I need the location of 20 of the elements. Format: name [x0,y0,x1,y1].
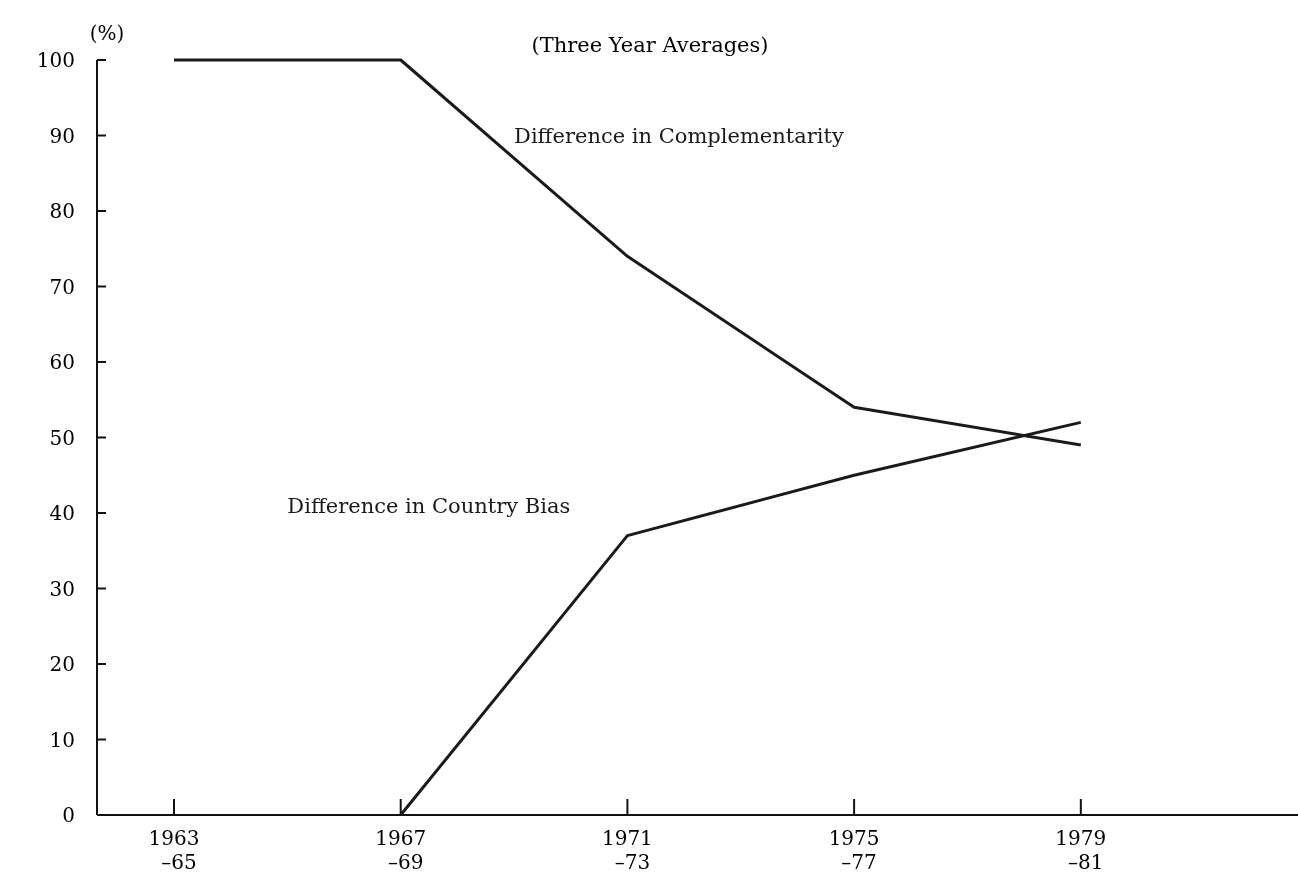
y-tick-label: 70 [49,274,75,299]
y-tick-label: 60 [49,350,75,374]
y-axis-title: (%) [89,21,125,45]
y-tick-label: 0 [62,803,75,827]
y-tick-label: 100 [36,48,75,72]
y-tick-label: 50 [49,425,75,450]
series-label: Difference in Complementarity [514,124,844,149]
text: Difference in Country Bias [287,494,571,518]
x-tick-label: 1979 –81 [1055,826,1107,874]
x-tick-label: 1967 –69 [375,826,427,874]
y-tick-label: 40 [49,501,75,525]
y-tick-label: 80 [49,199,75,223]
y-tick-label: 10 [49,727,75,752]
y-tick-label: 30 [49,576,75,601]
x-tick-label: 1963 –65 [148,826,200,874]
chart-subtitle: (Three Year Averages) [531,33,769,57]
x-tick-label: 1971 –73 [601,826,653,874]
x-tick-label: 1975 –77 [828,826,880,874]
y-tick-label: 20 [49,652,75,676]
y-tick-label: 90 [49,123,75,148]
